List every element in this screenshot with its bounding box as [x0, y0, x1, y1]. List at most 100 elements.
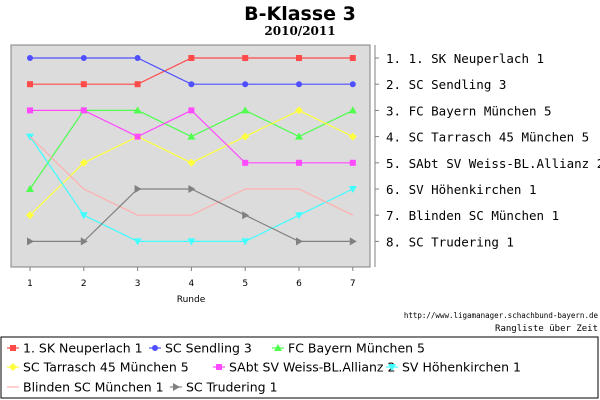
data-point [134, 81, 141, 88]
data-point [187, 158, 196, 167]
data-point [349, 55, 356, 61]
data-point [241, 106, 250, 114]
legend-item: SC Tarrasch 45 München 5 [7, 360, 189, 375]
data-point [133, 238, 142, 246]
rank-label: 6. SV Höhenkirchen 1 [386, 182, 537, 197]
data-point [349, 237, 357, 246]
legend-marker [274, 344, 282, 351]
x-tick-label: 4 [189, 279, 195, 289]
data-point [242, 81, 249, 88]
x-tick-label: 2 [81, 279, 87, 289]
x-tick-label: 7 [350, 279, 356, 289]
series-6 [26, 133, 357, 246]
legend-label: SC Sendling 3 [165, 341, 252, 356]
legend-items: 1. SK Neuperlach 1 SC Sendling 3 FC Bayern… [7, 341, 521, 395]
legend-marker [10, 345, 16, 351]
series-7 [29, 136, 354, 216]
y-axis-ticks [375, 57, 379, 242]
data-point [27, 81, 33, 88]
data-point [26, 185, 34, 192]
data-point [242, 211, 250, 220]
series-2 [27, 55, 356, 88]
legend-item: 1. SK Neuperlach 1 [7, 341, 143, 356]
x-tick-label: 3 [135, 279, 141, 289]
x-axis: 1 2 3 4 5 6 7 [11, 266, 370, 289]
rank-label: 8. SC Trudering 1 [386, 234, 514, 249]
data-point [80, 55, 87, 61]
legend-item: Blinden SC München 1 [7, 380, 164, 395]
x-tick-label: 1 [27, 279, 33, 289]
legend-label: SC Tarrasch 45 München 5 [23, 360, 189, 375]
data-point [134, 55, 141, 61]
data-point [349, 159, 356, 166]
data-point [26, 211, 34, 220]
chart-title: B-Klasse 3 [244, 3, 356, 25]
legend-label: Blinden SC München 1 [23, 380, 164, 395]
data-point [27, 237, 34, 246]
legend-marker [9, 363, 17, 371]
data-point [134, 133, 141, 140]
credit-url: http://www.ligamanager.schachbund-bayern… [404, 311, 599, 320]
legend-item: SAbt SV Weiss-BL.Allianz 2 [213, 360, 395, 375]
series-line [29, 136, 354, 216]
data-point [295, 132, 303, 140]
x-tick-label: 5 [242, 279, 248, 289]
data-point [188, 81, 195, 88]
data-point [80, 107, 87, 114]
data-point [295, 106, 303, 115]
data-point [188, 185, 196, 193]
credit-caption: Rangliste über Zeit [495, 324, 598, 334]
legend-marker [388, 364, 396, 371]
series-group [26, 55, 357, 246]
legend [0, 336, 599, 399]
rank-label: 7. Blinden SC München 1 [386, 208, 559, 223]
rank-label: 1. 1. SK Neuperlach 1 [386, 51, 544, 66]
data-point [187, 238, 196, 246]
series-8 [27, 185, 357, 246]
legend-item: FC Bayern München 5 [272, 341, 425, 356]
data-point [296, 237, 303, 246]
data-point [80, 81, 87, 88]
legend-marker [173, 383, 180, 391]
data-point [80, 237, 88, 246]
data-point [348, 186, 357, 193]
legend-marker [152, 345, 158, 351]
legend-item: SC Sendling 3 [149, 341, 252, 356]
rank-label: 2. SC Sendling 3 [386, 77, 506, 92]
legend-label: SAbt SV Weiss-BL.Allianz 2 [229, 360, 395, 375]
data-point [296, 81, 302, 88]
data-point [241, 132, 250, 141]
legend-label: 1. SK Neuperlach 1 [23, 341, 143, 356]
data-point [295, 212, 303, 220]
data-point [241, 238, 250, 246]
data-point [242, 55, 249, 61]
rank-label: 5. SAbt SV Weiss-BL.Allianz 2 [386, 156, 600, 171]
legend-item: SC Trudering 1 [170, 380, 278, 395]
data-point [27, 55, 33, 61]
data-point [133, 106, 142, 114]
data-point [242, 159, 249, 166]
x-tick-label: 6 [296, 279, 302, 289]
data-point [188, 55, 195, 61]
rank-label: 3. FC Bayern München 5 [386, 103, 552, 118]
rank-label: 4. SC Tarrasch 45 München 5 [386, 130, 589, 145]
data-point [187, 132, 196, 140]
legend-label: SC Trudering 1 [186, 380, 278, 395]
final-ranking: 1. 1. SK Neuperlach 1 2. SC Sendling 3 3. … [386, 51, 600, 249]
data-point [27, 107, 33, 114]
data-point [79, 158, 88, 167]
data-point [348, 132, 357, 141]
legend-item: SV Höhenkirchen 1 [386, 360, 521, 375]
data-point [349, 81, 356, 88]
data-point [348, 106, 357, 114]
plot-area [10, 44, 371, 268]
x-axis-title: Runde [177, 295, 206, 305]
data-point [79, 212, 88, 220]
legend-label: SV Höhenkirchen 1 [402, 360, 521, 375]
legend-marker [216, 364, 222, 370]
series-5 [27, 107, 356, 166]
data-point [296, 159, 302, 166]
data-point [134, 185, 142, 193]
series-1 [27, 55, 356, 88]
